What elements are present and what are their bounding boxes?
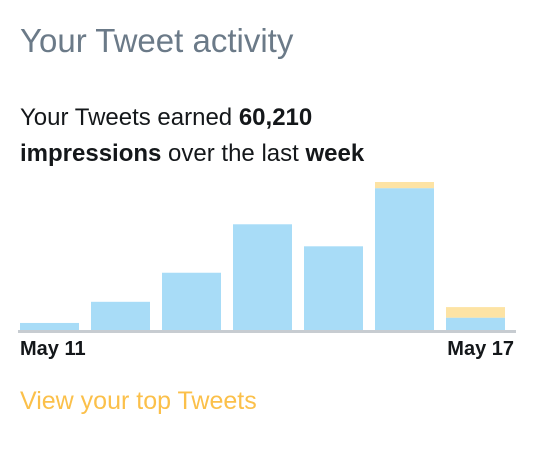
x-tick-label-start: May 11 [20,338,86,360]
bar-organic-6[interactable] [375,188,434,330]
card-title: Your Tweet activity [20,22,294,59]
bar-organic-2[interactable] [91,301,150,330]
impressions-bar-chart [18,182,516,333]
summary-period: week [305,140,365,167]
bar-organic-5[interactable] [304,246,363,330]
summary-prefix: Your Tweets earned [20,104,239,131]
impressions-word: impressions [20,140,162,167]
summary-middle: over the last [161,140,306,167]
bar-organic-1[interactable] [20,322,79,330]
impressions-summary: Your Tweets earned 60,210 impressions ov… [20,100,500,172]
bar-organic-3[interactable] [162,272,221,330]
bar-promoted-6[interactable] [375,182,434,189]
x-tick-label-end: May 17 [447,338,514,360]
impressions-count: 60,210 [238,104,313,131]
view-top-tweets-link[interactable]: View your top Tweets [20,387,257,415]
bar-promoted-7[interactable] [446,307,505,318]
bar-organic-4[interactable] [233,224,292,330]
bar-organic-7[interactable] [446,317,505,330]
